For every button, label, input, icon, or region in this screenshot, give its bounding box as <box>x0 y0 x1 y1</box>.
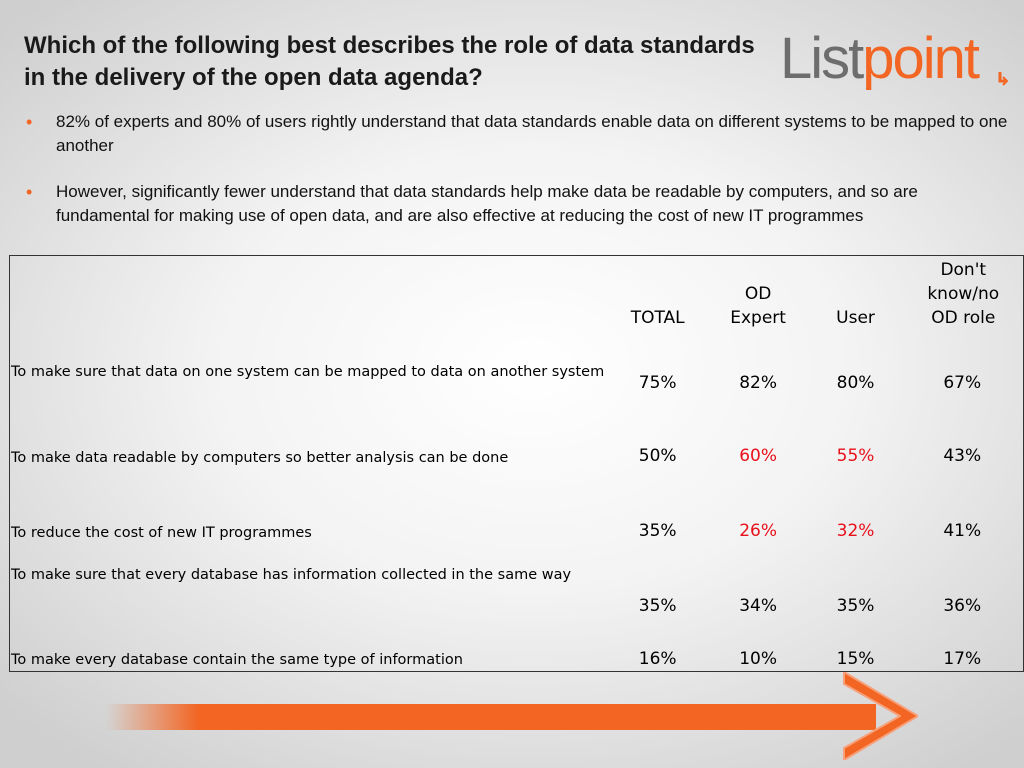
header-total: TOTAL <box>630 307 685 328</box>
bullet-text: However, significantly fewer understand … <box>56 182 918 225</box>
cell-od-expert: 26% <box>739 520 777 541</box>
table-header-row: TOTAL OD Expert User Don't know/no OD ro… <box>10 256 1024 330</box>
survey-results-table: TOTAL OD Expert User Don't know/no OD ro… <box>9 255 1024 672</box>
cell-dont-know: 41% <box>943 520 982 541</box>
row-label: To reduce the cost of new IT programmes <box>11 524 312 541</box>
table-row: To make every database contain the same … <box>10 630 1024 672</box>
logo-text-list: List <box>780 26 864 91</box>
listpoint-logo: Listpoint <box>780 28 1010 100</box>
table-row: To make sure that every database has inf… <box>10 555 1024 630</box>
logo-text-point: point <box>862 26 980 91</box>
cell-dont-know: 43% <box>943 445 982 466</box>
row-label: To make every database contain the same … <box>11 652 463 668</box>
row-label: To make data readable by computers so be… <box>11 449 509 466</box>
cell-dont-know: 17% <box>943 649 982 669</box>
cell-od-expert: 10% <box>739 649 777 669</box>
cell-od-expert: 60% <box>739 445 777 466</box>
cell-total: 35% <box>638 520 677 541</box>
bullet-text: 82% of experts and 80% of users rightly … <box>56 112 1008 155</box>
cell-total: 35% <box>638 595 677 616</box>
cell-user: 35% <box>836 595 875 616</box>
cell-user: 15% <box>836 649 875 669</box>
bullet-item: • 82% of experts and 80% of users rightl… <box>26 110 1011 158</box>
cell-user: 32% <box>836 520 875 541</box>
row-label: To make sure that every database has inf… <box>11 566 572 583</box>
cell-user: 80% <box>836 372 875 393</box>
cell-user: 55% <box>836 445 875 466</box>
table-row: To reduce the cost of new IT programmes … <box>10 480 1024 555</box>
header-dont-know: Don't know/no OD role <box>927 259 1000 328</box>
slide-title: Which of the following best describes th… <box>24 32 755 91</box>
header-user: User <box>836 307 875 328</box>
logo-arrow-icon <box>998 72 1008 86</box>
cell-total: 75% <box>638 372 677 393</box>
cell-od-expert: 82% <box>739 372 777 393</box>
table-row: To make data readable by computers so be… <box>10 405 1024 480</box>
decorative-arrow-icon <box>106 672 918 760</box>
bullet-list: • 82% of experts and 80% of users rightl… <box>26 110 1011 228</box>
table-row: To make sure that data on one system can… <box>10 330 1024 405</box>
cell-total: 50% <box>638 445 677 466</box>
cell-total: 16% <box>638 649 677 669</box>
row-label: To make sure that data on one system can… <box>11 363 605 380</box>
cell-dont-know: 67% <box>943 372 982 393</box>
cell-od-expert: 34% <box>739 595 777 616</box>
bullet-item: • However, significantly fewer understan… <box>26 180 1011 228</box>
cell-dont-know: 36% <box>943 595 982 616</box>
bullet-dot-icon: • <box>26 182 33 202</box>
bullet-dot-icon: • <box>26 112 33 132</box>
header-od-expert: OD Expert <box>730 283 786 328</box>
header-blank <box>10 256 609 330</box>
